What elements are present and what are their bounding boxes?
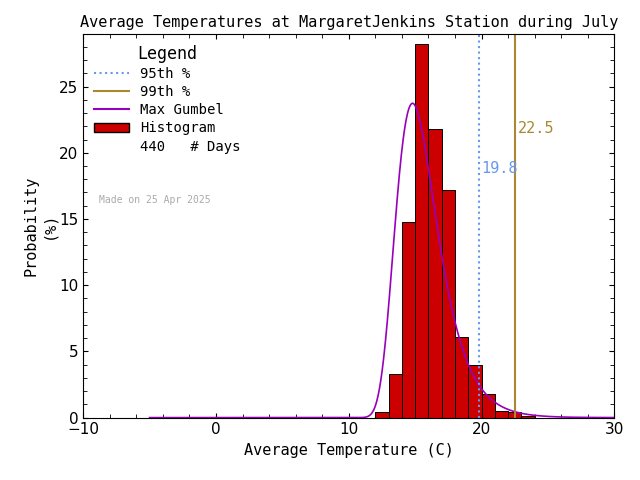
Text: 22.5: 22.5 [518,121,554,136]
Bar [468,365,481,418]
Bar [415,44,429,418]
Bar [442,190,455,418]
Text: 19.8: 19.8 [481,161,517,176]
Text: Made on 25 Apr 2025: Made on 25 Apr 2025 [99,194,211,204]
Bar [455,337,468,418]
Y-axis label: Probability
(%): Probability (%) [24,175,56,276]
Bar [508,412,522,418]
X-axis label: Average Temperature (C): Average Temperature (C) [244,443,454,458]
Bar [375,412,388,418]
Bar [522,416,535,418]
Bar [388,374,402,418]
Bar [429,129,442,418]
Bar [481,394,495,418]
Bar [495,411,508,418]
Title: Average Temperatures at MargaretJenkins Station during July: Average Temperatures at MargaretJenkins … [79,15,618,30]
Legend: 95th %, 99th %, Max Gumbel, Histogram, 440   # Days: 95th %, 99th %, Max Gumbel, Histogram, 4… [90,40,245,158]
Bar [402,222,415,418]
